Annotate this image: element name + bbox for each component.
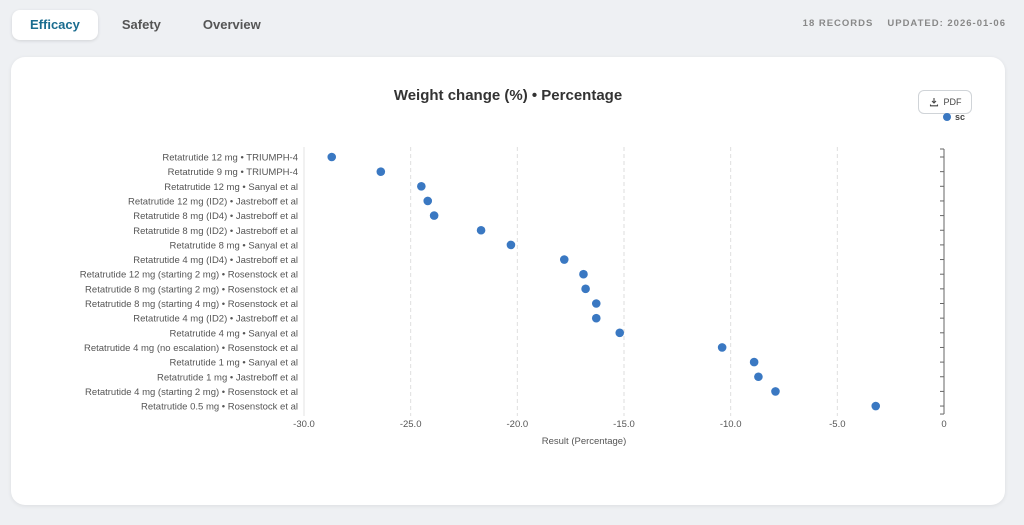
data-point xyxy=(717,343,727,352)
x-axis-title: Result (Percentage) xyxy=(542,436,626,447)
x-tick-label: -15.0 xyxy=(613,419,635,430)
legend-marker xyxy=(943,113,951,121)
category-label: Retatrutide 4 mg (starting 2 mg) • Rosen… xyxy=(85,387,298,398)
legend: sc xyxy=(943,112,965,122)
data-point xyxy=(581,284,590,294)
data-point xyxy=(771,387,780,396)
chart-title: Weight change (%) • Percentage xyxy=(393,87,623,104)
category-label: Retatrutide 4 mg (no escalation) • Rosen… xyxy=(84,343,298,354)
category-label: Retatrutide 4 mg (ID2) • Jastreboff et a… xyxy=(133,314,298,325)
data-point xyxy=(423,196,433,206)
data-point xyxy=(429,211,439,220)
category-label: Retatrutide 8 mg • Sanyal et al xyxy=(170,240,298,251)
download-icon xyxy=(929,98,938,107)
top-bar: Efficacy Safety Overview 18 RECORDS UPDA… xyxy=(0,0,1024,48)
data-point xyxy=(591,299,601,308)
data-point xyxy=(871,401,881,411)
x-tick-label: -10.0 xyxy=(720,419,742,430)
category-label: Retatrutide 12 mg (starting 2 mg) • Rose… xyxy=(80,270,298,281)
data-point xyxy=(417,182,426,191)
data-point xyxy=(591,313,601,323)
data-point xyxy=(327,152,337,162)
tab-safety[interactable]: Safety xyxy=(121,17,161,32)
category-label: Retatrutide 0.5 mg • Rosenstock et al xyxy=(141,402,298,413)
updated-date: UPDATED: 2026-01-06 xyxy=(887,18,1006,29)
meta-info: 18 RECORDS UPDATED: 2026-01-06 xyxy=(803,18,1006,29)
category-label: Retatrutide 12 mg (ID2) • Jastreboff et … xyxy=(128,196,298,207)
x-tick-label: -30.0 xyxy=(293,419,315,430)
tab-overview[interactable]: Overview xyxy=(202,17,261,32)
x-tick-label: -5.0 xyxy=(829,419,845,430)
category-label: Retatrutide 12 mg • Sanyal et al xyxy=(164,182,298,193)
tab-efficacy[interactable]: Efficacy xyxy=(12,10,98,40)
category-label: Retatrutide 8 mg (starting 4 mg) • Rosen… xyxy=(85,299,298,310)
legend-label: sc xyxy=(955,112,966,122)
data-point xyxy=(559,255,569,264)
category-label: Retatrutide 8 mg (ID2) • Jastreboff et a… xyxy=(133,226,298,237)
category-label: Retatrutide 4 mg (ID4) • Jastreboff et a… xyxy=(133,255,298,266)
records-count: 18 RECORDS xyxy=(802,18,874,29)
category-label: Retatrutide 8 mg (ID4) • Jastreboff et a… xyxy=(133,211,298,222)
category-label: Retatrutide 1 mg • Sanyal et al xyxy=(170,358,298,369)
data-point xyxy=(376,167,386,176)
x-tick-label: -25.0 xyxy=(400,419,422,430)
chart-card: Weight change (%) • Percentage PDF sc -3… xyxy=(11,57,1005,505)
category-label: Retatrutide 4 mg • Sanyal et al xyxy=(170,328,298,339)
data-point xyxy=(579,269,588,279)
data-point xyxy=(615,328,625,338)
pdf-button-label: PDF xyxy=(943,97,962,107)
x-tick-label: -20.0 xyxy=(507,419,529,430)
category-label: Retatrutide 1 mg • Jastreboff et al xyxy=(157,372,298,383)
category-label: Retatrutide 8 mg (starting 2 mg) • Rosen… xyxy=(85,284,298,295)
tab-bar: Efficacy Safety Overview xyxy=(12,10,279,40)
data-point xyxy=(754,372,763,382)
scatter-plot: -30.0 -25.0 -20.0 -15.0 -10.0 -5.0 0 Retatrutid… xyxy=(80,147,947,447)
data-point xyxy=(749,357,759,367)
category-label: Retatrutide 12 mg • TRIUMPH-4 xyxy=(162,153,298,164)
x-tick-label: 0 xyxy=(941,419,946,430)
data-point xyxy=(506,240,516,250)
category-label: Retatrutide 9 mg • TRIUMPH-4 xyxy=(168,167,298,178)
data-point xyxy=(476,225,486,235)
